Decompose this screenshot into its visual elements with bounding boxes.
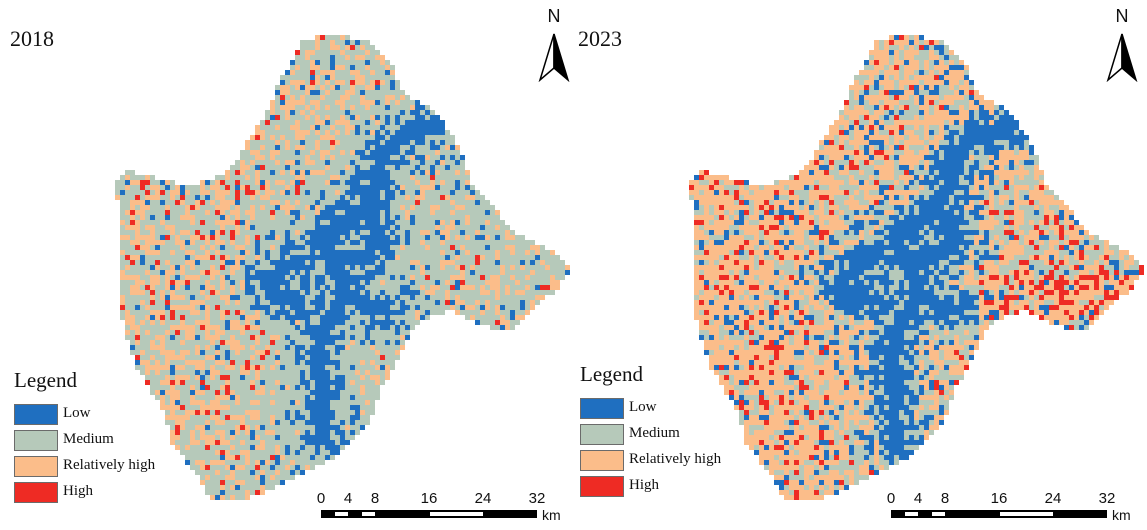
- legend-label-high: High: [63, 483, 93, 499]
- legend-swatch-low: [14, 404, 58, 425]
- north-arrow-icon: [538, 33, 570, 82]
- scale-tick-0: 0: [316, 490, 326, 507]
- scale-tick-32: 32: [1098, 490, 1116, 507]
- legend-item-medium: Medium: [580, 423, 770, 449]
- legend-swatch-relatively-high: [14, 456, 58, 477]
- legend-label-medium: Medium: [63, 431, 114, 447]
- scale-tick-16: 16: [420, 490, 438, 507]
- legend-label-low: Low: [63, 405, 91, 421]
- suitability-map-2018: [115, 35, 570, 500]
- map-panel-2023: 2023 N Legend Low Medium Relatively high…: [574, 0, 1147, 530]
- legend-swatch-low: [580, 398, 624, 419]
- scale-tick-16: 16: [990, 490, 1008, 507]
- scale-bar-graphic: [321, 510, 537, 518]
- legend-swatch-high: [14, 482, 58, 503]
- scale-bar: 0 4 8 16 24 32 km: [316, 490, 566, 530]
- scale-bar: 0 4 8 16 24 32 km: [886, 490, 1136, 530]
- legend-label-high: High: [629, 477, 659, 493]
- legend-swatch-high: [580, 476, 624, 497]
- legend: Legend Low Medium Relatively high High: [580, 362, 770, 501]
- year-label: 2023: [578, 26, 622, 51]
- north-label: N: [547, 6, 561, 26]
- scale-tick-8: 8: [370, 490, 380, 507]
- scale-unit: km: [1112, 507, 1131, 523]
- map-panel-2018: 2018 N Legend Low Medium Relatively high…: [0, 0, 573, 530]
- north-arrow-icon: [1106, 33, 1138, 82]
- legend-item-low: Low: [580, 397, 770, 423]
- legend-label-medium: Medium: [629, 425, 680, 441]
- scale-bar-graphic: [891, 510, 1107, 518]
- legend-title: Legend: [580, 362, 643, 386]
- legend-item-relatively-high: Relatively high: [580, 449, 770, 475]
- legend-label-low: Low: [629, 399, 657, 415]
- suitability-map-2023: [689, 35, 1144, 500]
- scale-tick-24: 24: [1044, 490, 1062, 507]
- legend-item-low: Low: [14, 403, 204, 429]
- legend-item-high: High: [580, 475, 770, 501]
- scale-tick-4: 4: [913, 490, 923, 507]
- scale-tick-0: 0: [886, 490, 896, 507]
- scale-tick-8: 8: [940, 490, 950, 507]
- year-label: 2018: [10, 26, 54, 51]
- scale-tick-4: 4: [343, 490, 353, 507]
- scale-tick-32: 32: [528, 490, 546, 507]
- legend: Legend Low Medium Relatively high High: [14, 368, 204, 507]
- scale-tick-24: 24: [474, 490, 492, 507]
- legend-swatch-medium: [580, 424, 624, 445]
- scale-unit: km: [542, 507, 561, 523]
- north-label: N: [1115, 6, 1129, 26]
- legend-swatch-relatively-high: [580, 450, 624, 471]
- legend-item-relatively-high: Relatively high: [14, 455, 204, 481]
- legend-title: Legend: [14, 368, 77, 392]
- legend-label-relatively-high: Relatively high: [63, 457, 156, 473]
- legend-item-medium: Medium: [14, 429, 204, 455]
- legend-item-high: High: [14, 481, 204, 507]
- legend-label-relatively-high: Relatively high: [629, 451, 722, 467]
- legend-swatch-medium: [14, 430, 58, 451]
